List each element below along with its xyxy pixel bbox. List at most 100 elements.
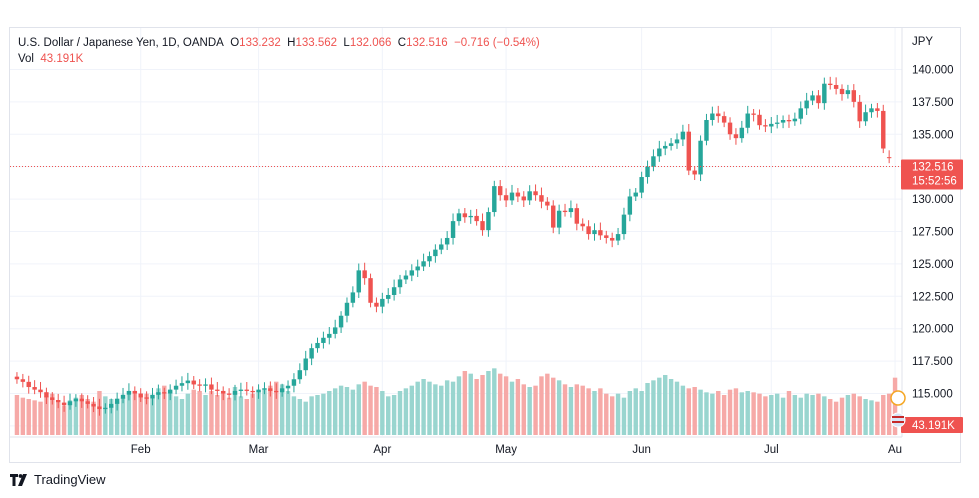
volume-bar — [274, 381, 279, 435]
candle-body — [816, 95, 821, 104]
volume-bar — [315, 395, 320, 435]
candle-body — [845, 90, 851, 95]
volume-bar — [179, 399, 185, 435]
candle-body — [833, 85, 839, 89]
candle-body — [692, 170, 697, 175]
volume-bar — [480, 375, 485, 435]
symbol-title[interactable]: U.S. Dollar / Japanese Yen, 1D, OANDA — [18, 37, 224, 49]
high-value: 133.562 — [295, 37, 338, 49]
candle-body — [556, 210, 562, 228]
volume-bar — [621, 397, 627, 435]
candle-body — [798, 108, 803, 119]
candle-body — [55, 400, 61, 403]
volume-bar — [609, 396, 615, 435]
candle-body — [109, 403, 114, 408]
candle-body — [274, 390, 279, 393]
volume-bar — [215, 395, 220, 435]
candle-body — [374, 302, 379, 307]
candle-body — [462, 213, 468, 218]
volume-bar — [150, 399, 155, 435]
candle-body — [120, 394, 126, 399]
flag-stripe-icon — [892, 421, 904, 423]
volume-bar — [450, 381, 456, 435]
candle-body — [209, 384, 214, 390]
candle-body — [144, 397, 149, 399]
time-tick-label: Jun — [632, 444, 651, 456]
volume-bar — [668, 379, 674, 435]
candle-body — [869, 108, 874, 113]
candle-body — [156, 392, 161, 395]
volume-bar — [810, 395, 815, 435]
candle-body — [839, 88, 845, 95]
volume-bar — [692, 387, 697, 435]
price-tick-label: 120.000 — [912, 324, 954, 336]
candle-body — [822, 83, 827, 104]
volume-bar — [50, 393, 55, 435]
candle-body — [657, 148, 662, 157]
candle-body — [268, 388, 273, 391]
price-tick-label: 122.500 — [912, 291, 954, 303]
volume-bar — [191, 389, 196, 435]
candle-body — [680, 131, 686, 140]
volume-bar — [20, 397, 26, 435]
volume-bar — [444, 380, 450, 435]
tradingview-logo[interactable]: TradingView — [10, 472, 106, 487]
volume-bar — [586, 388, 591, 435]
high-label: H — [287, 37, 296, 49]
volume-bar — [757, 393, 762, 435]
candle-body — [863, 112, 868, 122]
candle-body — [539, 195, 544, 202]
candle-body — [150, 394, 155, 399]
time-tick-label: Au — [888, 444, 902, 456]
candle-body — [321, 337, 326, 343]
candle-body — [533, 191, 538, 196]
price-tick-label: 115.000 — [912, 389, 953, 401]
candle-body — [368, 278, 373, 303]
volume-bar — [674, 381, 680, 435]
candle-body — [639, 177, 644, 193]
candle-body — [763, 125, 768, 127]
currency-label: JPY — [912, 36, 933, 48]
volume-bar — [291, 396, 297, 435]
volume-bar — [203, 395, 208, 435]
candle-body — [279, 388, 285, 393]
volume-bar — [592, 391, 597, 435]
volume-bar — [391, 395, 397, 435]
candle-body — [704, 120, 709, 141]
time-tick-label: Jul — [764, 444, 779, 456]
volume-bar — [55, 403, 61, 435]
volume-bar — [368, 385, 373, 435]
candle-body — [562, 210, 568, 213]
volume-bar — [162, 385, 167, 435]
candle-body — [61, 402, 67, 406]
candle-body — [221, 390, 226, 394]
volume-bar — [433, 384, 438, 435]
volume-bar — [14, 395, 20, 435]
candle-body — [380, 298, 385, 307]
volume-bar — [403, 388, 409, 435]
candle-body — [627, 196, 633, 215]
candle-body — [663, 145, 668, 149]
candle-body — [291, 379, 297, 386]
volume-bar — [562, 384, 568, 435]
candle-body — [350, 292, 356, 303]
volume-bar — [120, 397, 126, 435]
last-price-tag — [901, 159, 963, 190]
candle-body — [203, 384, 208, 386]
candle-body — [38, 389, 43, 393]
candle-body — [362, 270, 367, 279]
candle-body — [551, 205, 556, 228]
volume-bar — [303, 401, 308, 435]
open-value: 133.232 — [239, 37, 281, 49]
brand-name: TradingView — [34, 472, 106, 487]
candle-body — [439, 244, 444, 250]
volume-bar — [91, 401, 96, 435]
candle-body — [875, 108, 880, 111]
volume-bar — [651, 380, 656, 435]
candle-body — [592, 230, 597, 235]
volume-bar — [67, 400, 73, 435]
volume-bar — [774, 393, 780, 435]
candle-body — [651, 156, 656, 167]
last-price-label: 132.516 — [912, 161, 954, 173]
